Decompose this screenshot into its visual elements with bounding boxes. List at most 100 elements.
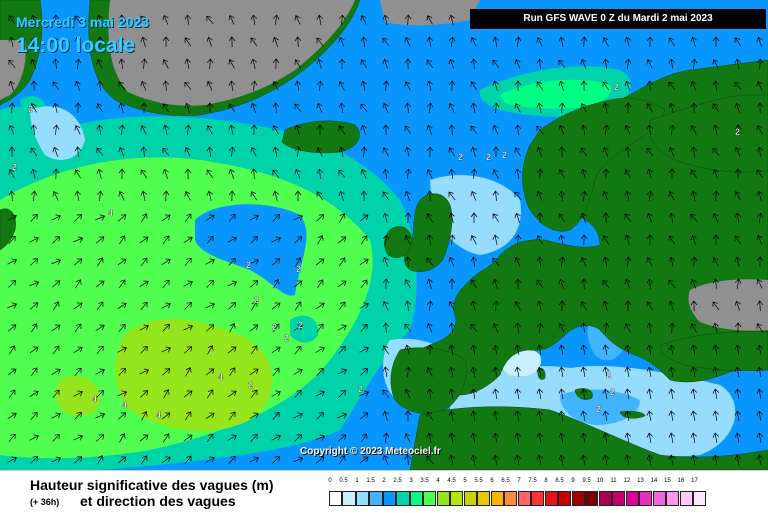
direction-arrow xyxy=(74,80,81,91)
direction-arrow xyxy=(448,454,456,465)
direction-arrow xyxy=(338,257,346,267)
direction-arrow xyxy=(163,389,170,399)
legend-subtitle: et direction des vagues xyxy=(80,493,236,509)
direction-arrow xyxy=(580,124,588,136)
direction-arrow xyxy=(514,36,522,48)
direction-arrow xyxy=(162,190,170,202)
direction-arrow xyxy=(382,300,389,311)
direction-arrow xyxy=(404,388,411,399)
direction-arrow xyxy=(734,366,742,377)
scale-label: 8 xyxy=(544,478,548,484)
direction-arrow xyxy=(360,59,368,69)
direction-arrow xyxy=(8,102,16,114)
direction-arrow xyxy=(426,388,434,400)
direction-arrow xyxy=(448,301,455,311)
direction-arrow xyxy=(337,324,347,331)
scale-swatch xyxy=(369,491,383,506)
direction-arrow xyxy=(73,302,83,310)
direction-arrow xyxy=(690,366,698,377)
direction-arrow xyxy=(492,344,500,355)
direction-arrow xyxy=(29,280,40,287)
direction-arrow xyxy=(96,147,104,157)
direction-arrow xyxy=(162,433,170,443)
direction-arrow xyxy=(404,454,412,466)
direction-arrow xyxy=(96,36,104,48)
direction-arrow xyxy=(756,190,763,201)
direction-arrow xyxy=(52,168,60,180)
direction-arrow xyxy=(624,366,632,377)
direction-arrow xyxy=(602,235,609,245)
direction-arrow xyxy=(206,324,215,332)
direction-arrow xyxy=(646,212,653,223)
scale-swatch xyxy=(517,491,531,506)
direction-arrow xyxy=(514,366,522,377)
region-med-east-blue xyxy=(560,389,640,425)
direction-arrow xyxy=(249,412,259,419)
direction-arrow xyxy=(734,256,741,267)
direction-arrow xyxy=(690,102,698,113)
direction-arrow xyxy=(448,432,456,443)
direction-arrow xyxy=(756,300,764,312)
direction-arrow xyxy=(206,169,214,179)
direction-arrow xyxy=(690,388,698,399)
direction-arrow xyxy=(646,147,654,157)
direction-arrow xyxy=(140,301,148,311)
direction-arrow xyxy=(228,59,235,69)
direction-arrow xyxy=(140,169,148,179)
direction-arrow xyxy=(580,410,588,421)
color-scale-labels: 0 0.5 1 1.5 2 2.5 3 3.5 4 4.5 5 5.5 6 6.5 7 7.5 8 8.5 9 9.5… xyxy=(328,478,751,488)
direction-arrow xyxy=(712,59,719,69)
direction-arrow xyxy=(514,301,521,311)
direction-arrow xyxy=(30,58,37,69)
direction-arrow xyxy=(470,81,477,91)
direction-arrow xyxy=(161,302,171,309)
direction-arrow xyxy=(382,14,389,25)
direction-arrow xyxy=(448,366,456,377)
direction-arrow xyxy=(250,124,258,136)
direction-arrow xyxy=(29,434,39,441)
direction-arrow xyxy=(690,410,698,421)
contour-label: 2 xyxy=(12,162,17,172)
direction-arrow xyxy=(690,344,698,355)
direction-arrow xyxy=(668,344,676,355)
direction-arrow xyxy=(514,103,521,113)
direction-arrow xyxy=(338,169,346,179)
direction-arrow xyxy=(624,169,631,179)
direction-arrow xyxy=(95,280,105,288)
direction-arrow xyxy=(271,236,282,243)
direction-arrow xyxy=(140,125,147,135)
direction-arrow xyxy=(162,235,170,245)
direction-arrow xyxy=(29,302,39,310)
direction-arrow xyxy=(646,454,654,465)
direction-arrow xyxy=(426,124,433,135)
direction-arrow xyxy=(734,410,742,421)
direction-arrow xyxy=(426,168,433,179)
direction-arrow xyxy=(404,14,412,26)
scale-label: 3 xyxy=(409,478,413,484)
direction-arrow xyxy=(228,411,236,421)
direction-arrow xyxy=(8,169,15,179)
direction-arrow xyxy=(382,366,390,377)
direction-arrow xyxy=(228,213,236,223)
direction-arrow xyxy=(404,344,411,355)
region-labrador-lightblue xyxy=(30,106,85,160)
direction-arrow xyxy=(404,300,412,311)
direction-arrow xyxy=(712,301,720,311)
scale-swatch xyxy=(436,491,450,506)
direction-arrow xyxy=(53,301,60,311)
direction-arrow xyxy=(250,345,258,355)
contour-label: 2 xyxy=(606,370,611,380)
direction-arrow xyxy=(206,433,214,443)
scale-swatch xyxy=(679,491,693,506)
direction-arrow xyxy=(73,434,84,441)
direction-arrow xyxy=(316,14,324,25)
direction-arrow xyxy=(140,190,147,201)
direction-arrow xyxy=(646,168,653,179)
direction-arrow xyxy=(712,278,720,290)
direction-arrow xyxy=(30,213,38,222)
direction-arrow xyxy=(74,146,82,158)
direction-arrow xyxy=(646,366,654,377)
direction-arrow xyxy=(558,366,566,377)
direction-arrow xyxy=(183,236,193,243)
direction-arrow xyxy=(7,302,18,309)
